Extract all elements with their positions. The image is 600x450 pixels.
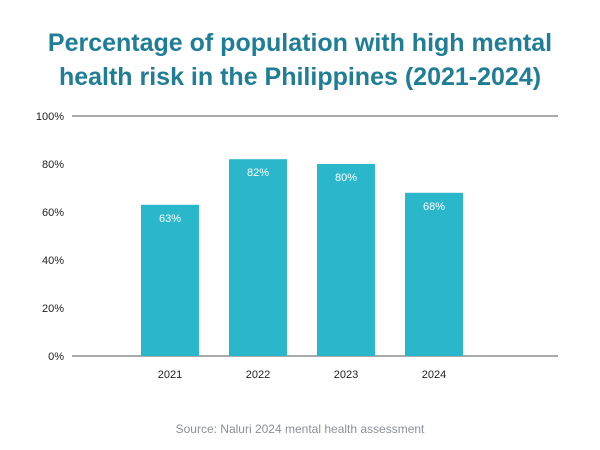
x-axis: 2021 2022 2023 2024 [158, 369, 446, 381]
x-tick-label: 2022 [246, 369, 270, 381]
chart-title-line-1: Percentage of population with high menta… [47, 29, 553, 57]
y-tick-label: 80% [42, 159, 64, 171]
bar-value-labels: 63% 82% 80% 68% [159, 167, 445, 225]
y-tick-label: 100% [36, 111, 64, 123]
x-tick-label: 2021 [158, 369, 182, 381]
bar-value-label: 82% [247, 167, 269, 179]
bar-2024 [405, 192, 463, 356]
bar-2022 [229, 159, 287, 356]
bar-2023 [317, 164, 375, 356]
chart-title: Percentage of population with high menta… [0, 26, 600, 94]
y-tick-label: 60% [42, 207, 64, 219]
y-tick-label: 20% [42, 303, 64, 315]
source-note: Source: Naluri 2024 mental health assess… [175, 422, 425, 436]
y-tick-label: 0% [48, 351, 64, 363]
chart-title-line-2: health risk in the Philippines (2021-202… [58, 63, 542, 91]
bar-value-label: 63% [159, 213, 181, 225]
bar-2021 [141, 204, 199, 356]
y-axis: 0% 20% 40% 60% 80% 100% [36, 111, 64, 363]
x-tick-label: 2024 [422, 369, 446, 381]
bar-value-label: 80% [335, 172, 357, 184]
x-tick-label: 2023 [334, 369, 358, 381]
bars [141, 159, 463, 356]
bar-value-label: 68% [423, 201, 445, 213]
y-tick-label: 40% [42, 255, 64, 267]
